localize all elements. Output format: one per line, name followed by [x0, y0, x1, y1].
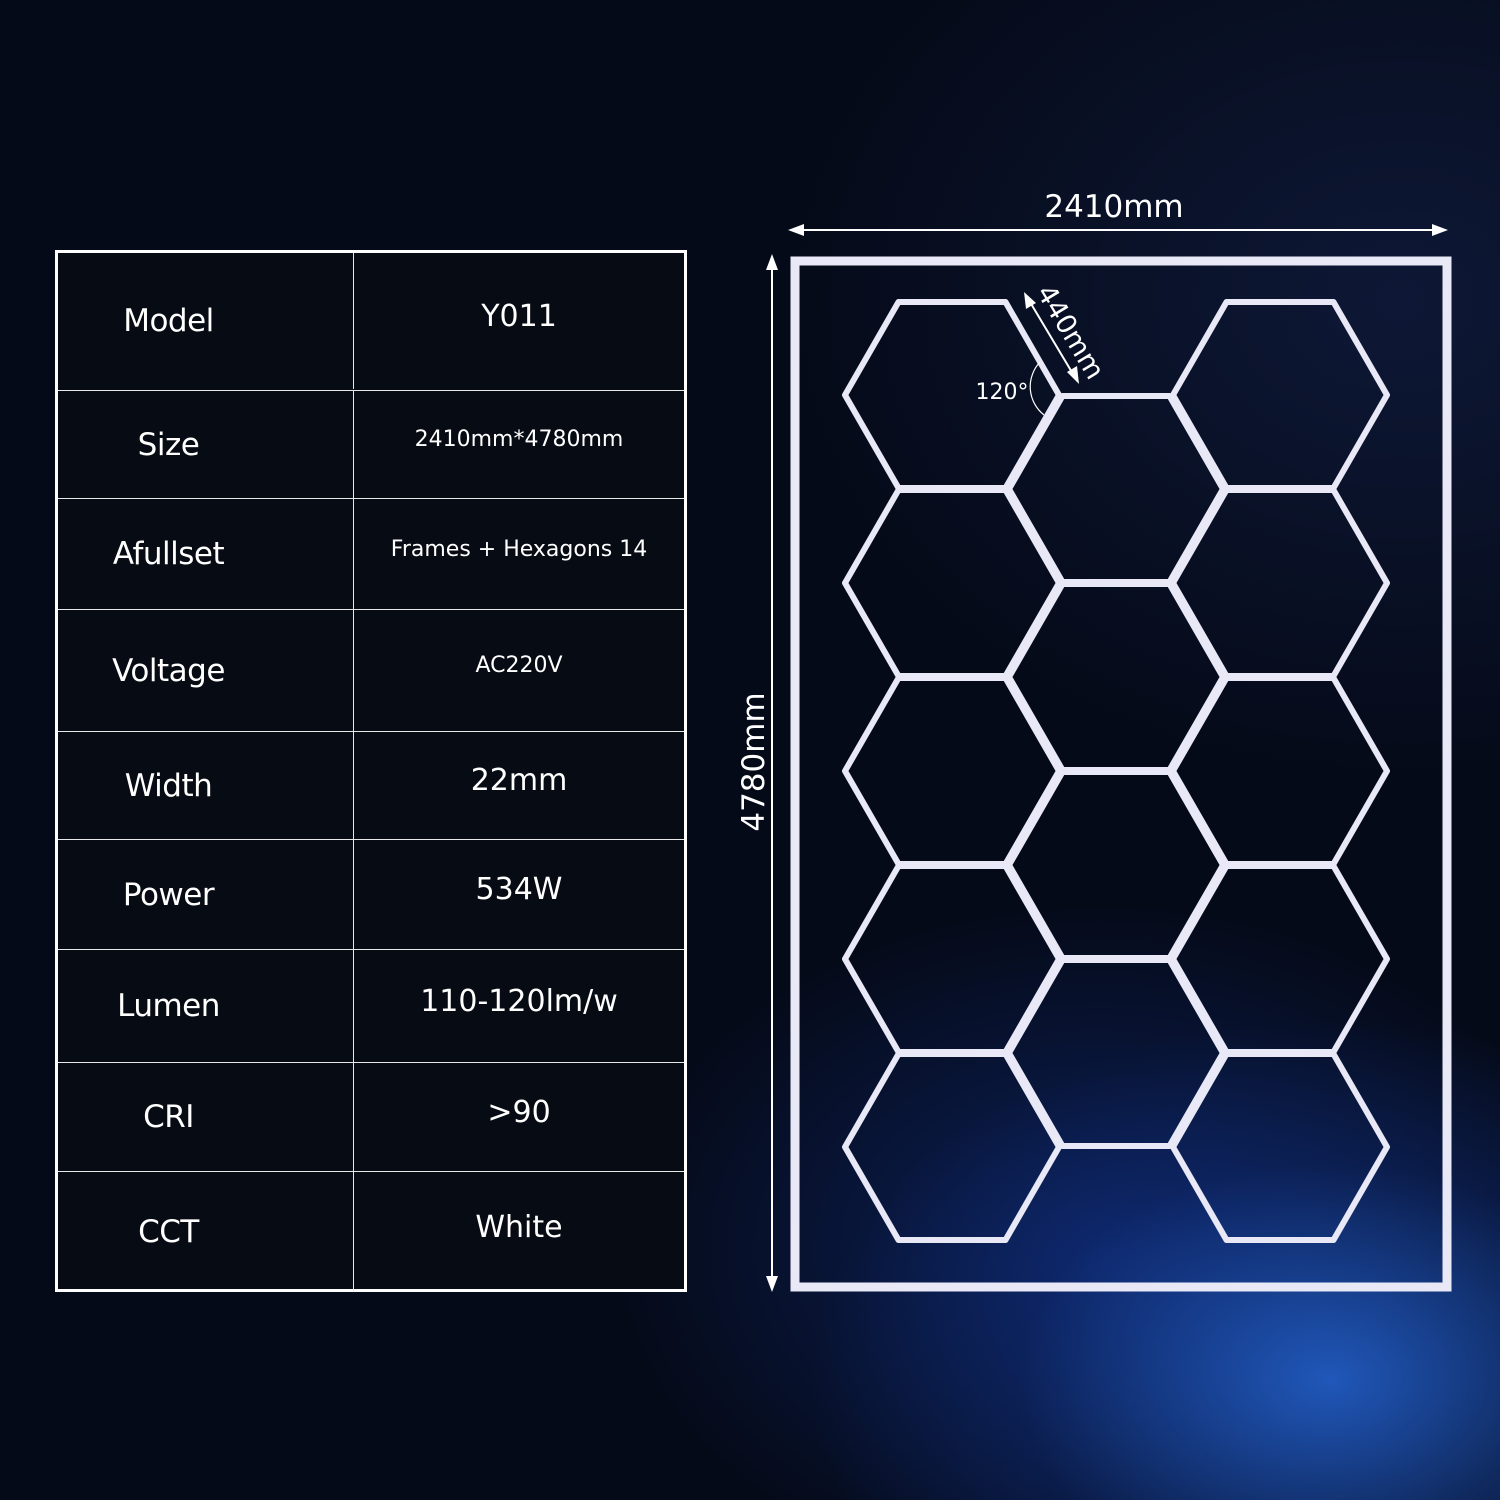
- height-label: 4780mm: [736, 692, 772, 831]
- spec-label: CCT: [58, 1172, 354, 1292]
- arrow-head-right: [1432, 224, 1448, 236]
- spec-label: Model: [58, 253, 354, 389]
- spec-value: Frames + Hexagons 14: [390, 536, 648, 562]
- spec-label: Afullset: [58, 499, 354, 609]
- spec-row-lumen: Lumen 110-120lm/w: [58, 949, 684, 1062]
- spec-value: AC220V: [475, 653, 563, 678]
- arrow-head-left: [788, 224, 804, 236]
- spec-label: Size: [58, 391, 354, 498]
- angle-label: 120°: [976, 380, 1029, 405]
- width-label: 2410mm: [1044, 189, 1183, 225]
- spec-value: 22mm: [470, 763, 568, 798]
- spec-value: >90: [487, 1094, 551, 1130]
- arrow-head-side-top: [1024, 292, 1036, 309]
- hexagon-light: [842, 1051, 1062, 1243]
- outer-frame: [790, 256, 1452, 1292]
- spec-label: CRI: [58, 1063, 354, 1171]
- spec-label: Voltage: [58, 610, 354, 731]
- arrow-head-top: [766, 254, 778, 270]
- spec-row-cri: CRI >90: [58, 1062, 684, 1171]
- spec-row-width: Width 22mm: [58, 731, 684, 839]
- spec-row-size: Size 2410mm*4780mm: [58, 390, 684, 498]
- arrow-head-side-bottom: [1067, 366, 1079, 384]
- angle-arc: [1029, 361, 1045, 416]
- spec-row-afullset: Afullset Frames + Hexagons 14: [58, 498, 684, 609]
- side-dimension-arrow: [1026, 296, 1077, 380]
- spec-value: White: [475, 1209, 563, 1245]
- spec-label: Width: [58, 732, 354, 839]
- arrow-head-bottom: [766, 1276, 778, 1292]
- spec-label: Lumen: [58, 950, 354, 1062]
- spec-row-power: Power 534W: [58, 839, 684, 949]
- spec-value: 2410mm*4780mm: [414, 427, 624, 452]
- spec-table: Model Y011 Size 2410mm*4780mm Afullset Frames…: [55, 250, 687, 1292]
- spec-row-model: Model Y011: [58, 253, 684, 389]
- spec-value: 110-120lm/w: [420, 983, 618, 1019]
- hexagon-light: [1006, 957, 1226, 1149]
- spec-label: Power: [58, 840, 354, 949]
- hexagon-light: [1170, 1051, 1390, 1243]
- spec-row-cct: CCT White: [58, 1171, 684, 1292]
- spec-value: Y011: [481, 298, 557, 334]
- hexagon-grid: [842, 299, 1390, 1243]
- spec-row-voltage: Voltage AC220V: [58, 609, 684, 731]
- spec-value: 534W: [475, 872, 563, 907]
